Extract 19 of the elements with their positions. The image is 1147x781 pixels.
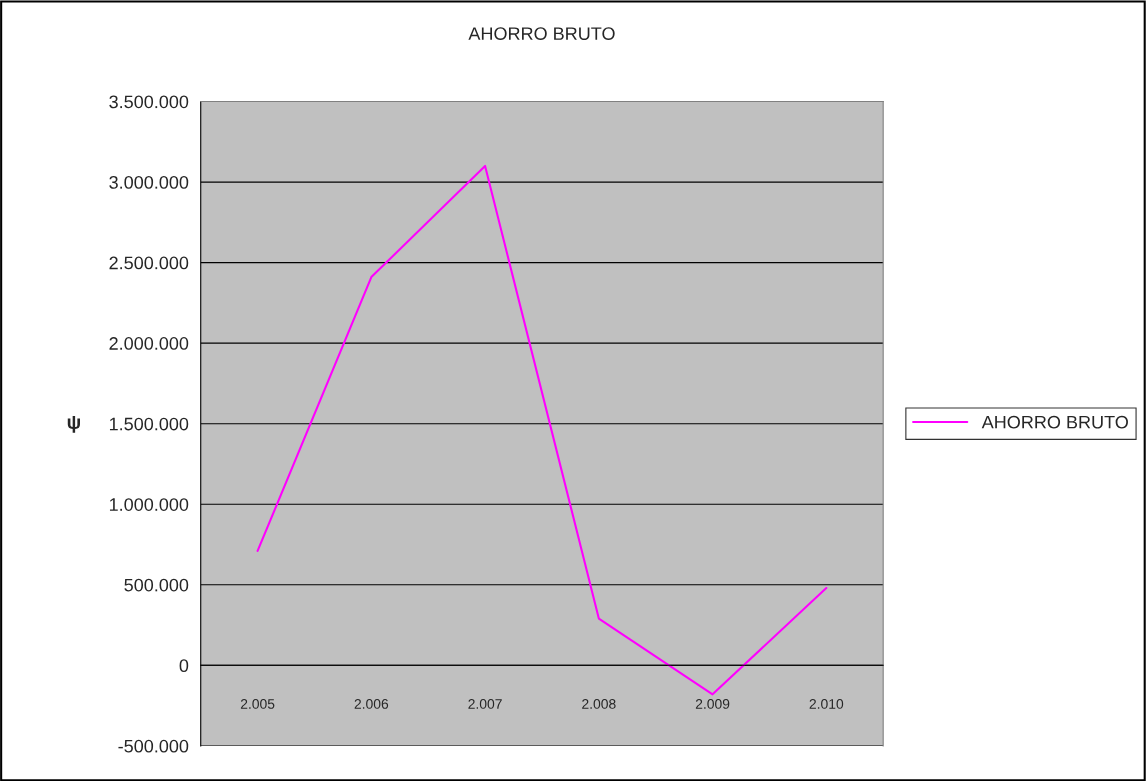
x-tick-label: 2.005 (240, 699, 275, 709)
legend-label: AHORRO BRUTO (981, 415, 1128, 429)
y-axis-title: ψ (67, 416, 80, 433)
chart-title: AHORRO BRUTO (468, 27, 615, 40)
x-tick-label: 2.009 (695, 699, 730, 709)
x-tick-label: 2.006 (354, 699, 389, 709)
line-series (256, 164, 828, 696)
y-tick-label: 2.500.000 (109, 256, 189, 270)
y-tick-label: 1.500.000 (109, 417, 189, 431)
y-tick-label: 2.000.000 (109, 337, 189, 350)
y-tick-label: 0 (179, 659, 189, 673)
y-tick-label: 3.500.000 (109, 95, 189, 109)
y-tick-label: 1.000.000 (109, 498, 189, 511)
y-tick-label: 3.000.000 (109, 176, 189, 189)
y-tick-label: -500.000 (118, 739, 189, 753)
y-tick-label: 500.000 (124, 578, 189, 592)
x-tick-label: 2.008 (582, 699, 616, 709)
x-tick-label: 2.007 (468, 699, 502, 709)
x-tick-label: 2.010 (809, 699, 844, 709)
